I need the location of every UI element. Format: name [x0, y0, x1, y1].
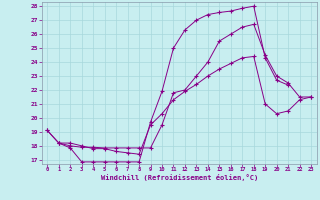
- X-axis label: Windchill (Refroidissement éolien,°C): Windchill (Refroidissement éolien,°C): [100, 174, 258, 181]
